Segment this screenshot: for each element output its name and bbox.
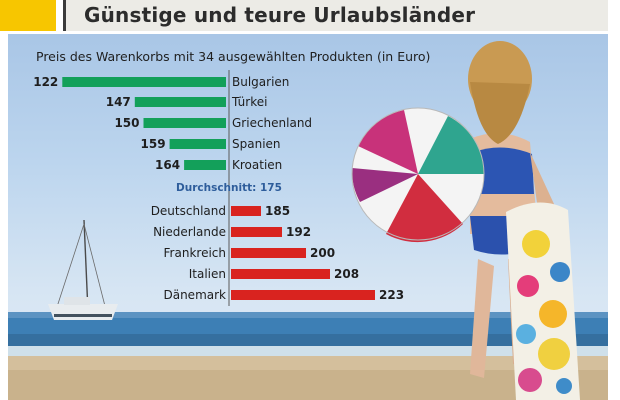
category-label-spanien: Spanien [232, 137, 281, 151]
value-label-frankreich: 200 [310, 246, 335, 260]
average-value: 175 [260, 182, 282, 194]
sailboat-icon [48, 219, 118, 320]
page-title: Günstige und teure Urlaubsländer [84, 3, 476, 27]
bar-frankreich [231, 248, 306, 258]
category-label-kroatien: Kroatien [232, 158, 282, 172]
bar-danemark [231, 290, 375, 300]
bar-griechenland [143, 118, 226, 128]
bar-italien [231, 269, 330, 279]
category-label-deutschland: Deutschland [151, 204, 226, 218]
accent-block [0, 0, 56, 31]
bar-niederlande [231, 227, 282, 237]
value-label-danemark: 223 [379, 288, 404, 302]
value-label-italien: 208 [334, 267, 359, 281]
bar-spanien [169, 139, 226, 149]
value-label-kroatien: 164 [155, 158, 180, 172]
bar-turkei [134, 97, 226, 107]
category-label-niederlande: Niederlande [153, 225, 226, 239]
title-divider [63, 0, 66, 31]
beach-photo [8, 34, 608, 400]
title-bar [63, 0, 608, 31]
category-label-frankreich: Frankreich [164, 246, 226, 260]
bar-deutschland [231, 206, 261, 216]
category-label-turkei: Türkei [231, 95, 267, 109]
category-label-danemark: Dänemark [163, 288, 226, 302]
bar-kroatien [184, 160, 226, 170]
value-label-deutschland: 185 [265, 204, 290, 218]
towel-illustration [506, 202, 580, 400]
category-label-italien: Italien [189, 267, 226, 281]
bar-bulgarien [62, 77, 226, 87]
category-label-bulgarien: Bulgarien [232, 75, 289, 89]
chart-title: Preis des Warenkorbs mit 34 ausgewählten… [36, 49, 431, 64]
beach-ball-illustration [351, 107, 485, 243]
value-label-spanien: 159 [141, 137, 166, 151]
value-label-bulgarien: 122 [33, 75, 58, 89]
category-label-griechenland: Griechenland [232, 116, 312, 130]
value-label-turkei: 147 [106, 95, 131, 109]
average-label: Durchschnitt: 175 [176, 182, 282, 194]
average-text: Durchschnitt: [176, 182, 257, 194]
value-label-griechenland: 150 [114, 116, 139, 130]
value-label-niederlande: 192 [286, 225, 311, 239]
